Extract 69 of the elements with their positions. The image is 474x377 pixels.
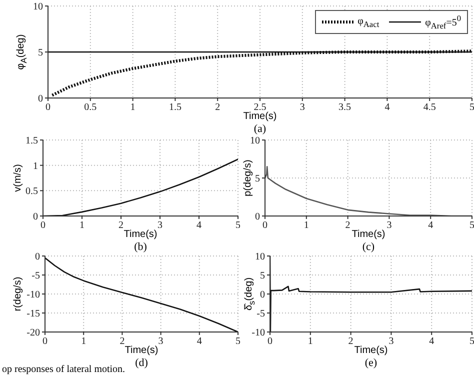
text: (c) (361, 240, 376, 254)
y-tick-label: 10 (250, 136, 260, 147)
x-tick-label: 4.5 (423, 102, 436, 114)
y-tick-label: 0 (255, 212, 260, 223)
y-tick-label: -10 (26, 290, 40, 301)
y-tick-label: -15 (26, 308, 40, 320)
x-tick-label: 5 (470, 102, 474, 114)
x-tick-label: 4 (429, 336, 434, 348)
text: (b) (133, 240, 148, 254)
x-tick-label: 0 (268, 336, 272, 348)
x-tick-label: 1.5 (168, 102, 182, 114)
x-tick-label: 2 (348, 336, 354, 348)
x-tick-label: 2 (345, 220, 350, 232)
x-tick-label: 2 (215, 102, 220, 114)
legend-label: φ$_{Aact}$ (358, 16, 380, 29)
x-tick-label: 1 (81, 336, 86, 348)
y-axis-title: p(deg/s) (242, 160, 254, 196)
x-tick-label: 4 (196, 220, 202, 232)
y-axis-title: v(m/s) (12, 164, 24, 192)
x-tick-label: 1 (308, 336, 313, 348)
x-tick-label: 2 (118, 220, 124, 232)
x-tick-label: 5 (236, 336, 240, 348)
text: (a) (252, 122, 268, 136)
y-tick-label: 1 (33, 160, 38, 172)
x-tick-label: 5 (236, 220, 240, 232)
x-tick-label: 0.5 (84, 102, 97, 114)
x-axis-title: Time(s) (243, 111, 277, 122)
x-tick-label: 3 (158, 336, 164, 348)
y-tick-label: 10 (33, 2, 43, 13)
x-axis-title: Time(s) (354, 345, 388, 356)
x-tick-label: 3 (158, 220, 162, 232)
x-tick-label: 5 (470, 336, 474, 348)
y-tick-label: 5 (38, 48, 43, 59)
x-tick-label: 3.5 (338, 102, 352, 114)
x-tick-label: 4 (428, 220, 434, 232)
y-axis-title: r(deg/s) (12, 276, 24, 312)
y-tick-label: -5 (256, 308, 265, 320)
legend-label: φ$_{Aref}$=5$^{0}$ (425, 14, 461, 30)
y-tick-label: -10 (252, 328, 265, 339)
y-tick-label: -5 (32, 270, 40, 282)
x-tick-label: 2 (120, 336, 125, 348)
x-tick-label: 1 (130, 102, 136, 114)
x-tick-label: 1 (80, 220, 84, 232)
text: op responses of lateral motion. (2, 364, 126, 375)
y-tick-label: 0 (38, 94, 43, 105)
y-tick-label: 0 (260, 290, 265, 301)
y-tick-label: 0.5 (26, 186, 38, 198)
text: (e) (364, 356, 378, 370)
y-tick-label: 0 (33, 212, 38, 223)
x-axis-title: Time(s) (352, 229, 386, 240)
x-tick-label: 2.5 (254, 102, 266, 114)
x-tick-label: 3 (300, 102, 305, 114)
x-axis-title: Time(s) (124, 345, 158, 356)
x-tick-label: 4 (196, 336, 202, 348)
y-tick-label: -20 (26, 328, 40, 339)
y-tick-label: 5 (260, 270, 265, 282)
x-tick-label: 1 (304, 220, 309, 232)
x-tick-label: 5 (470, 220, 474, 232)
y-tick-label: 1.5 (26, 136, 38, 147)
x-axis-title: Time(s) (124, 229, 158, 240)
x-tick-label: 3 (386, 220, 392, 232)
y-tick-label: 0 (35, 252, 40, 263)
y-tick-label: 5 (255, 174, 260, 185)
text: (d) (135, 357, 148, 369)
x-tick-label: 3 (388, 336, 394, 348)
x-tick-label: 0 (46, 102, 50, 114)
y-tick-label: 10 (255, 252, 265, 263)
line-series (45, 257, 238, 332)
x-tick-label: 4 (384, 102, 390, 114)
